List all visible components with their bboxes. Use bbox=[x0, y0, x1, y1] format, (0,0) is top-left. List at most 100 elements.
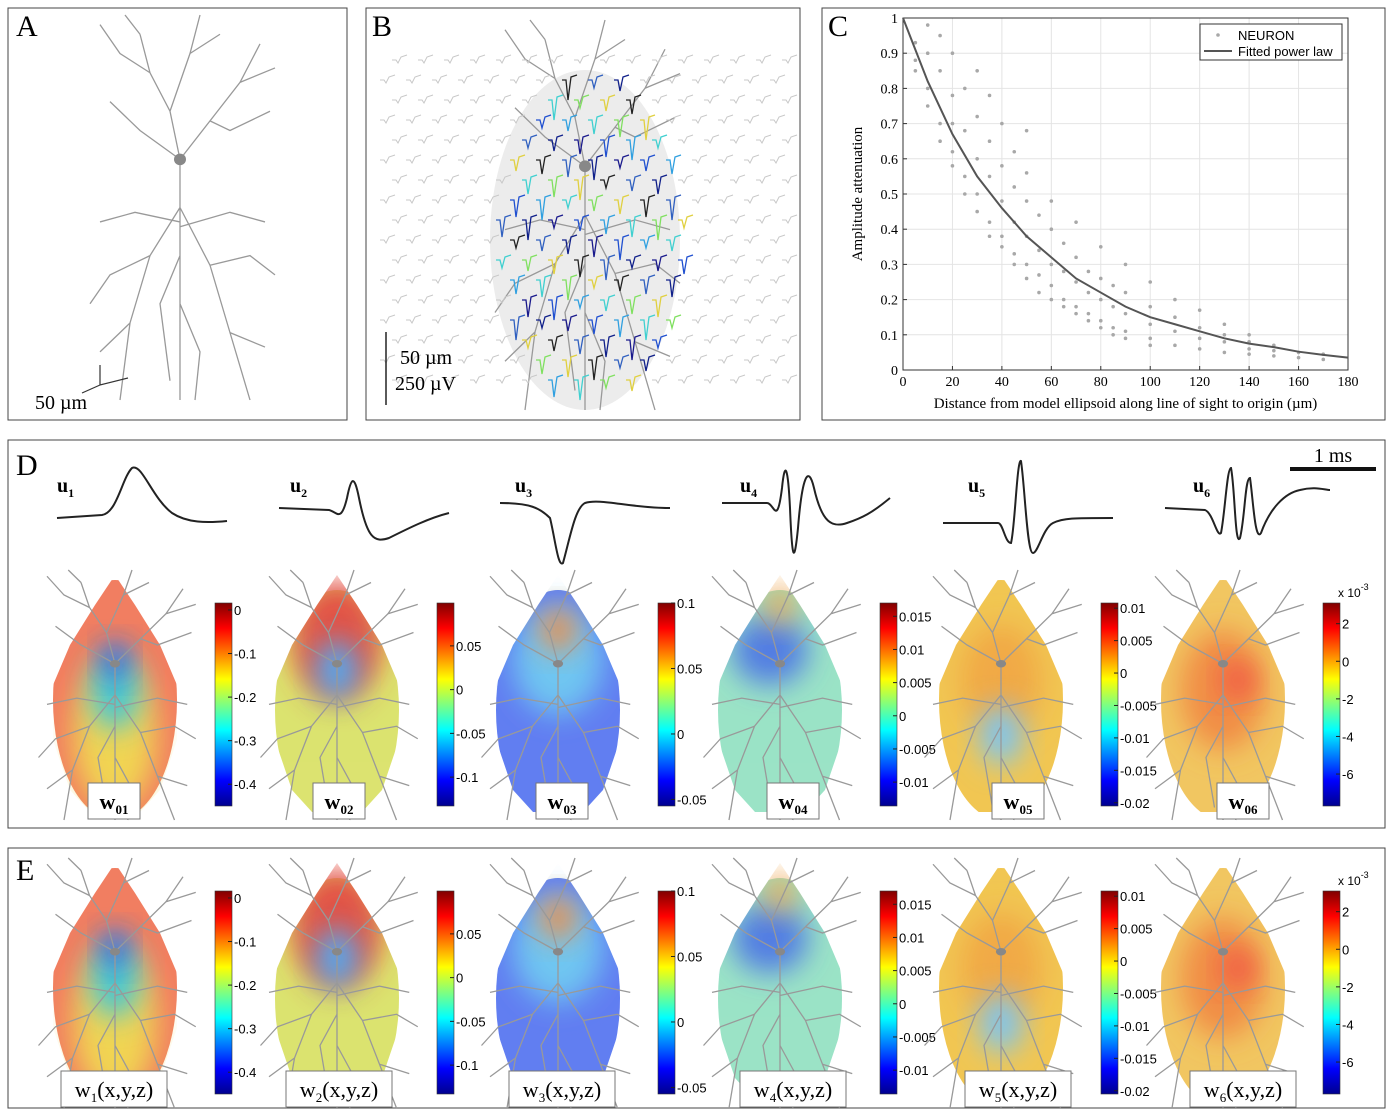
trace bbox=[640, 154, 656, 172]
trace bbox=[458, 354, 474, 364]
scatter-point bbox=[1222, 322, 1227, 327]
map-label: w04 bbox=[779, 789, 808, 817]
trace bbox=[470, 294, 486, 304]
trace bbox=[510, 234, 526, 251]
trace bbox=[548, 294, 564, 321]
trace bbox=[666, 194, 682, 221]
colorbar-multiplier: x 10-3 bbox=[1338, 870, 1369, 888]
trace bbox=[652, 374, 668, 384]
trace bbox=[640, 234, 656, 251]
trace bbox=[432, 234, 448, 244]
scatter-point bbox=[1061, 297, 1066, 302]
panel-frame bbox=[7, 439, 1386, 829]
x-tick-label: 120 bbox=[1189, 375, 1210, 390]
trace bbox=[432, 154, 448, 164]
scatter-point bbox=[1000, 234, 1004, 239]
x-tick-label: 160 bbox=[1288, 375, 1309, 390]
trace bbox=[678, 214, 694, 231]
colorbar-tick-label: -6 bbox=[1342, 1055, 1354, 1070]
colorbar-tick-label: -0.1 bbox=[456, 1058, 478, 1073]
scatter-point bbox=[1222, 340, 1227, 344]
label-box bbox=[766, 782, 820, 820]
trace bbox=[744, 114, 760, 124]
trace bbox=[588, 354, 604, 381]
subscript: 1 bbox=[68, 486, 74, 500]
trace bbox=[536, 74, 552, 84]
waveform-label: u3 bbox=[515, 475, 532, 500]
colorbar-tick-label: -0.2 bbox=[234, 690, 256, 705]
scatter-point bbox=[1012, 262, 1017, 267]
trace bbox=[588, 114, 604, 135]
colorbar bbox=[436, 890, 455, 1095]
colorbar-tick-label: -0.05 bbox=[456, 1014, 486, 1029]
trace bbox=[614, 234, 630, 261]
scatter-point bbox=[975, 192, 979, 196]
scatter-point bbox=[1098, 318, 1103, 323]
trace bbox=[770, 194, 786, 204]
trace bbox=[432, 314, 448, 324]
trace bbox=[770, 354, 786, 364]
scatter-point bbox=[1173, 297, 1177, 302]
trace bbox=[652, 254, 668, 272]
trace bbox=[640, 314, 656, 341]
colorbar-tick-label: 0 bbox=[456, 683, 463, 698]
trace bbox=[418, 374, 434, 384]
colorbar bbox=[879, 602, 898, 807]
colorbar-tick-label: -0.2 bbox=[234, 978, 256, 993]
trace bbox=[562, 74, 578, 101]
scatter-point bbox=[987, 93, 992, 98]
trace bbox=[666, 234, 682, 252]
colorbar-tick-label: -0.1 bbox=[456, 770, 478, 785]
waveform-label: u4 bbox=[740, 475, 757, 500]
colorbar-tick-label: -0.01 bbox=[899, 1063, 929, 1078]
x-axis-label: Distance from model ellipsoid along line… bbox=[934, 396, 1318, 412]
scatter-point bbox=[1024, 171, 1029, 175]
scatter-point bbox=[1061, 304, 1066, 309]
subscript: 06 bbox=[1244, 802, 1258, 817]
trace bbox=[770, 274, 786, 284]
waveforms bbox=[56, 459, 1331, 565]
trace bbox=[574, 374, 590, 401]
scatter-point bbox=[1000, 121, 1004, 126]
colorbar bbox=[879, 890, 898, 1095]
multiplier: x 10 bbox=[1338, 874, 1361, 888]
colorbar-tick-label: -0.02 bbox=[1120, 1084, 1150, 1099]
trace bbox=[392, 294, 408, 304]
scatter-point bbox=[1111, 283, 1115, 288]
colorbar bbox=[436, 602, 455, 807]
trace bbox=[470, 334, 486, 344]
scatter-point bbox=[913, 58, 918, 63]
symbol: u bbox=[57, 475, 68, 497]
trace bbox=[574, 174, 590, 201]
scatter-point bbox=[1247, 333, 1251, 337]
scatter-point bbox=[1123, 262, 1128, 267]
trace bbox=[432, 194, 448, 204]
arguments: (x,y,z) bbox=[776, 1077, 832, 1102]
colorbar-tick-label: -0.01 bbox=[1120, 1019, 1150, 1034]
trace bbox=[406, 74, 422, 84]
trace bbox=[744, 274, 760, 284]
trace bbox=[562, 234, 578, 255]
map-label: w1(x,y,z) bbox=[75, 1077, 153, 1105]
scatter-point bbox=[950, 121, 955, 126]
trace bbox=[458, 74, 474, 84]
colorbar-tick-label: -0.4 bbox=[234, 1065, 256, 1080]
label-box bbox=[991, 782, 1045, 820]
label-box bbox=[285, 1070, 393, 1108]
trace bbox=[536, 234, 552, 252]
scatter-point bbox=[1061, 269, 1066, 274]
scatter-point bbox=[1049, 283, 1054, 288]
colorbar-tick-label: 0.1 bbox=[677, 596, 695, 611]
trace bbox=[574, 254, 590, 278]
y-tick-label: 0.3 bbox=[881, 258, 899, 273]
scatter-point bbox=[1098, 245, 1103, 249]
colorbar-tick-label: -4 bbox=[1342, 729, 1354, 744]
legend-label: Fitted power law bbox=[1238, 44, 1333, 59]
scatter-point bbox=[1148, 322, 1153, 327]
trace bbox=[418, 294, 434, 304]
trace bbox=[536, 114, 552, 131]
trace bbox=[678, 134, 694, 144]
subscript: 2 bbox=[316, 1090, 323, 1105]
symbol: u bbox=[968, 475, 979, 497]
trace bbox=[600, 94, 616, 112]
